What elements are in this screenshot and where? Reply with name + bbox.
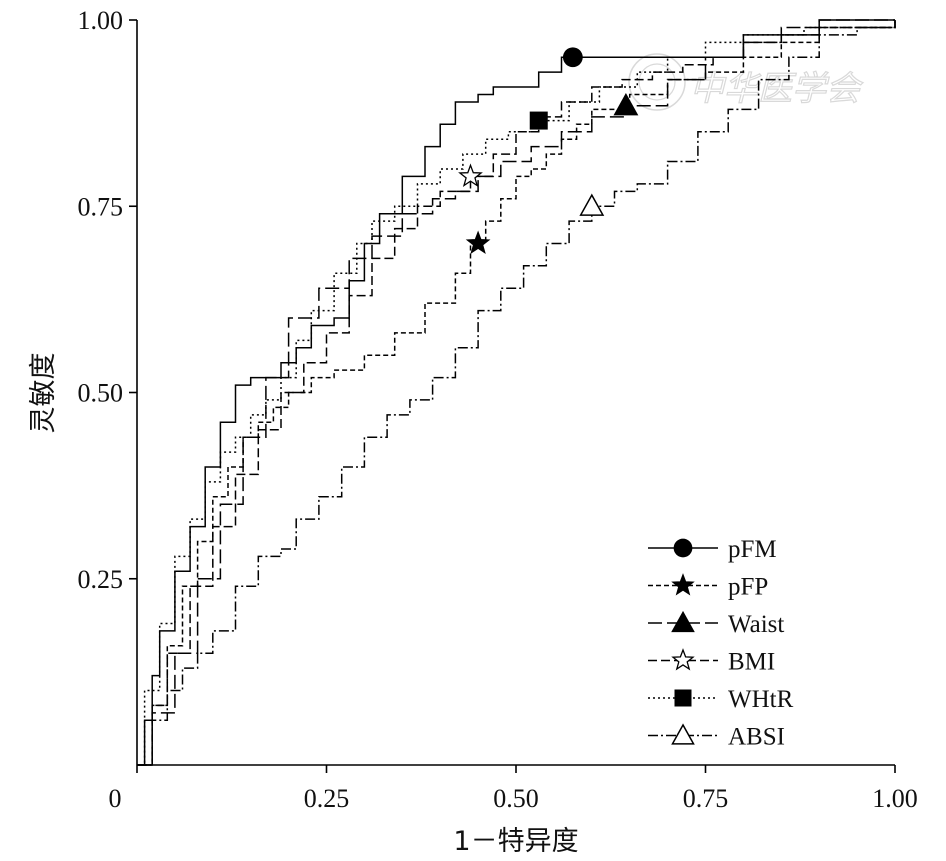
legend-marker-pfp [671,573,695,596]
series-line-whtr [137,20,896,766]
y-tick-label-2: 0.75 [78,192,124,221]
x-tick-label-1: 0.25 [304,784,350,813]
legend-marker-bmi [671,648,695,671]
legend: pFM pFP Waist BMI WHtR ABSI [648,536,794,751]
watermark-seal-inner [638,63,676,101]
legend-label-pfm: pFM [728,536,777,563]
x-tick-label-4: 1.00 [872,784,918,813]
legend-item-pfp: pFP [648,573,768,601]
legend-marker-absi [671,723,695,745]
series-marker-pfp [465,230,491,254]
legend-item-bmi: BMI [648,648,775,676]
series-marker-pfm [562,47,583,68]
x-tick-label-0: 0 [109,784,122,813]
series-line-pfm [137,19,895,766]
series-line-pfp [137,20,896,766]
series-marker-bmi [458,163,483,188]
x-axis-label: 1－特异度 [453,826,578,857]
x-tick-label-2: 0.50 [493,784,539,813]
y-ticks: 0.25 0.50 0.75 1.00 [78,6,137,594]
y-axis-label: 灵敏度 [28,353,59,434]
marker-layer [458,47,639,254]
legend-label-whtr: WHtR [728,686,794,713]
series-marker-absi [579,193,605,216]
legend-item-waist: Waist [648,610,784,638]
watermark-seal-icon [628,53,686,111]
watermark: 中华医学会 [628,53,865,111]
series-layer [137,19,896,766]
legend-label-bmi: BMI [728,649,775,676]
legend-label-absi: ABSI [728,724,785,751]
series-line-waist [137,19,895,766]
y-tick-label-0: 0.25 [78,565,124,594]
legend-label-waist: Waist [728,611,784,638]
watermark-text: 中华医学会 [690,69,864,109]
legend-item-whtr: WHtR [648,686,794,713]
legend-item-absi: ABSI [648,723,785,751]
legend-marker-waist [671,610,695,633]
series-marker-whtr [529,111,548,130]
x-ticks: 0 0.25 0.50 0.75 1.00 [109,765,918,813]
legend-label-pfp: pFP [728,574,768,601]
legend-marker-pfm [673,538,693,558]
x-tick-label-3: 0.75 [683,784,729,813]
series-line-absi [137,20,896,766]
y-tick-label-3: 1.00 [78,6,124,35]
legend-item-pfm: pFM [648,536,777,563]
legend-marker-whtr [674,689,692,707]
series-line-bmi [137,20,896,766]
y-tick-label-1: 0.50 [78,379,124,408]
series-marker-waist [613,92,639,116]
